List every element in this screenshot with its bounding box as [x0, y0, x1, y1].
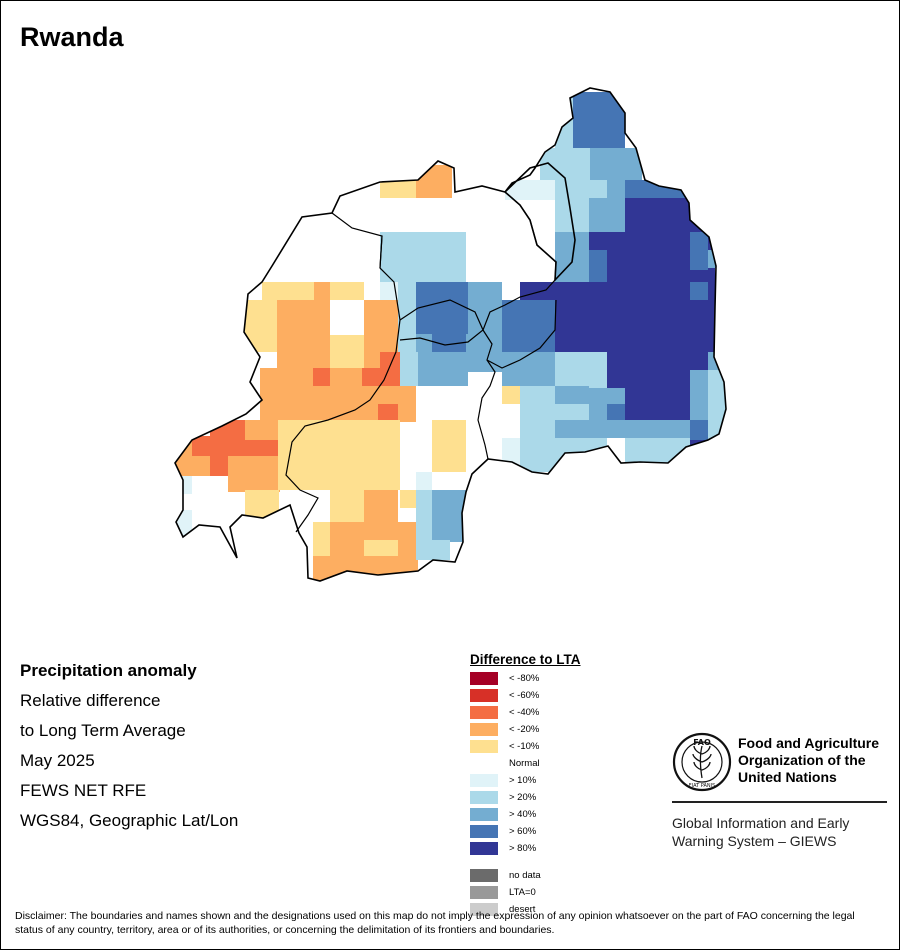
fao-name-line-3: United Nations	[738, 769, 837, 785]
legend-classes: < -80% < -60% < -40% < -20% < -10% Normal > 10…	[470, 671, 581, 858]
giews-line-1: Global Information and Early	[672, 815, 850, 831]
legend-class-label: > 10%	[509, 775, 537, 786]
legend-extra-swatch	[470, 903, 498, 916]
legend-extra-item: no data	[470, 868, 581, 885]
legend-class-swatch	[470, 723, 498, 736]
info-description-2: to Long Term Average	[20, 721, 186, 740]
info-description-1: Relative difference	[20, 691, 161, 710]
legend-class-item: < -10%	[470, 739, 581, 756]
legend-class-swatch	[470, 791, 498, 804]
disclaimer: Disclaimer: The boundaries and names sho…	[15, 910, 855, 936]
legend-class-label: < -40%	[509, 707, 540, 718]
legend: Difference to LTA < -80% < -60% < -40% < -2…	[470, 652, 581, 919]
giews-name: Global Information and Early Warning Sys…	[672, 814, 849, 850]
legend-class-swatch	[470, 672, 498, 685]
info-projection: WGS84, Geographic Lat/Lon	[20, 811, 239, 830]
legend-class-item: < -60%	[470, 688, 581, 705]
legend-class-swatch	[470, 825, 498, 838]
legend-extra: no data LTA=0 desert	[470, 868, 581, 919]
legend-class-swatch	[470, 842, 498, 855]
legend-class-label: < -10%	[509, 741, 540, 752]
legend-class-swatch	[470, 774, 498, 787]
legend-extra-item: desert	[470, 902, 581, 919]
info-source: FEWS NET RFE	[20, 781, 147, 800]
legend-extra-label: no data	[509, 870, 541, 881]
legend-class-item: > 60%	[470, 824, 581, 841]
legend-class-label: < -60%	[509, 690, 540, 701]
legend-extra-swatch	[470, 886, 498, 899]
giews-line-2: Warning System – GIEWS	[672, 833, 837, 849]
legend-class-swatch	[470, 689, 498, 702]
fao-logo-motto: FIAT PANIS	[689, 783, 716, 789]
legend-class-item: > 80%	[470, 841, 581, 858]
legend-title: Difference to LTA	[470, 652, 581, 667]
legend-class-label: Normal	[509, 758, 540, 769]
legend-extra-item: LTA=0	[470, 885, 581, 902]
fao-logo: FAO FIAT PANIS	[672, 732, 732, 792]
legend-class-item: < -20%	[470, 722, 581, 739]
legend-class-label: > 80%	[509, 843, 537, 854]
map-info: Precipitation anomaly Relative differenc…	[20, 656, 238, 836]
legend-extra-swatch	[470, 869, 498, 882]
fao-divider	[672, 801, 887, 803]
legend-class-label: > 40%	[509, 809, 537, 820]
precipitation-anomaly-map	[174, 87, 727, 582]
anomaly-grid	[175, 92, 726, 581]
legend-class-item: < -40%	[470, 705, 581, 722]
legend-class-label: > 60%	[509, 826, 537, 837]
legend-class-swatch	[470, 740, 498, 753]
legend-class-item: > 20%	[470, 790, 581, 807]
legend-class-item: > 10%	[470, 773, 581, 790]
info-period: May 2025	[20, 751, 95, 770]
fao-name: Food and Agriculture Organization of the…	[738, 735, 879, 786]
province-boundaries	[285, 191, 557, 533]
legend-class-item: > 40%	[470, 807, 581, 824]
info-layer-name: Precipitation anomaly	[20, 661, 197, 680]
legend-class-swatch	[470, 706, 498, 719]
legend-class-label: > 20%	[509, 792, 537, 803]
legend-class-label: < -80%	[509, 673, 540, 684]
fao-logo-letters: FAO	[693, 738, 711, 747]
legend-class-item: Normal	[470, 756, 581, 773]
legend-extra-label: LTA=0	[509, 887, 536, 898]
legend-class-item: < -80%	[470, 671, 581, 688]
legend-class-label: < -20%	[509, 724, 540, 735]
fao-name-line-2: Organization of the	[738, 752, 866, 768]
legend-extra-label: desert	[509, 904, 536, 915]
legend-class-swatch	[470, 808, 498, 821]
map-title: Rwanda	[20, 22, 124, 52]
fao-name-line-1: Food and Agriculture	[738, 735, 880, 751]
